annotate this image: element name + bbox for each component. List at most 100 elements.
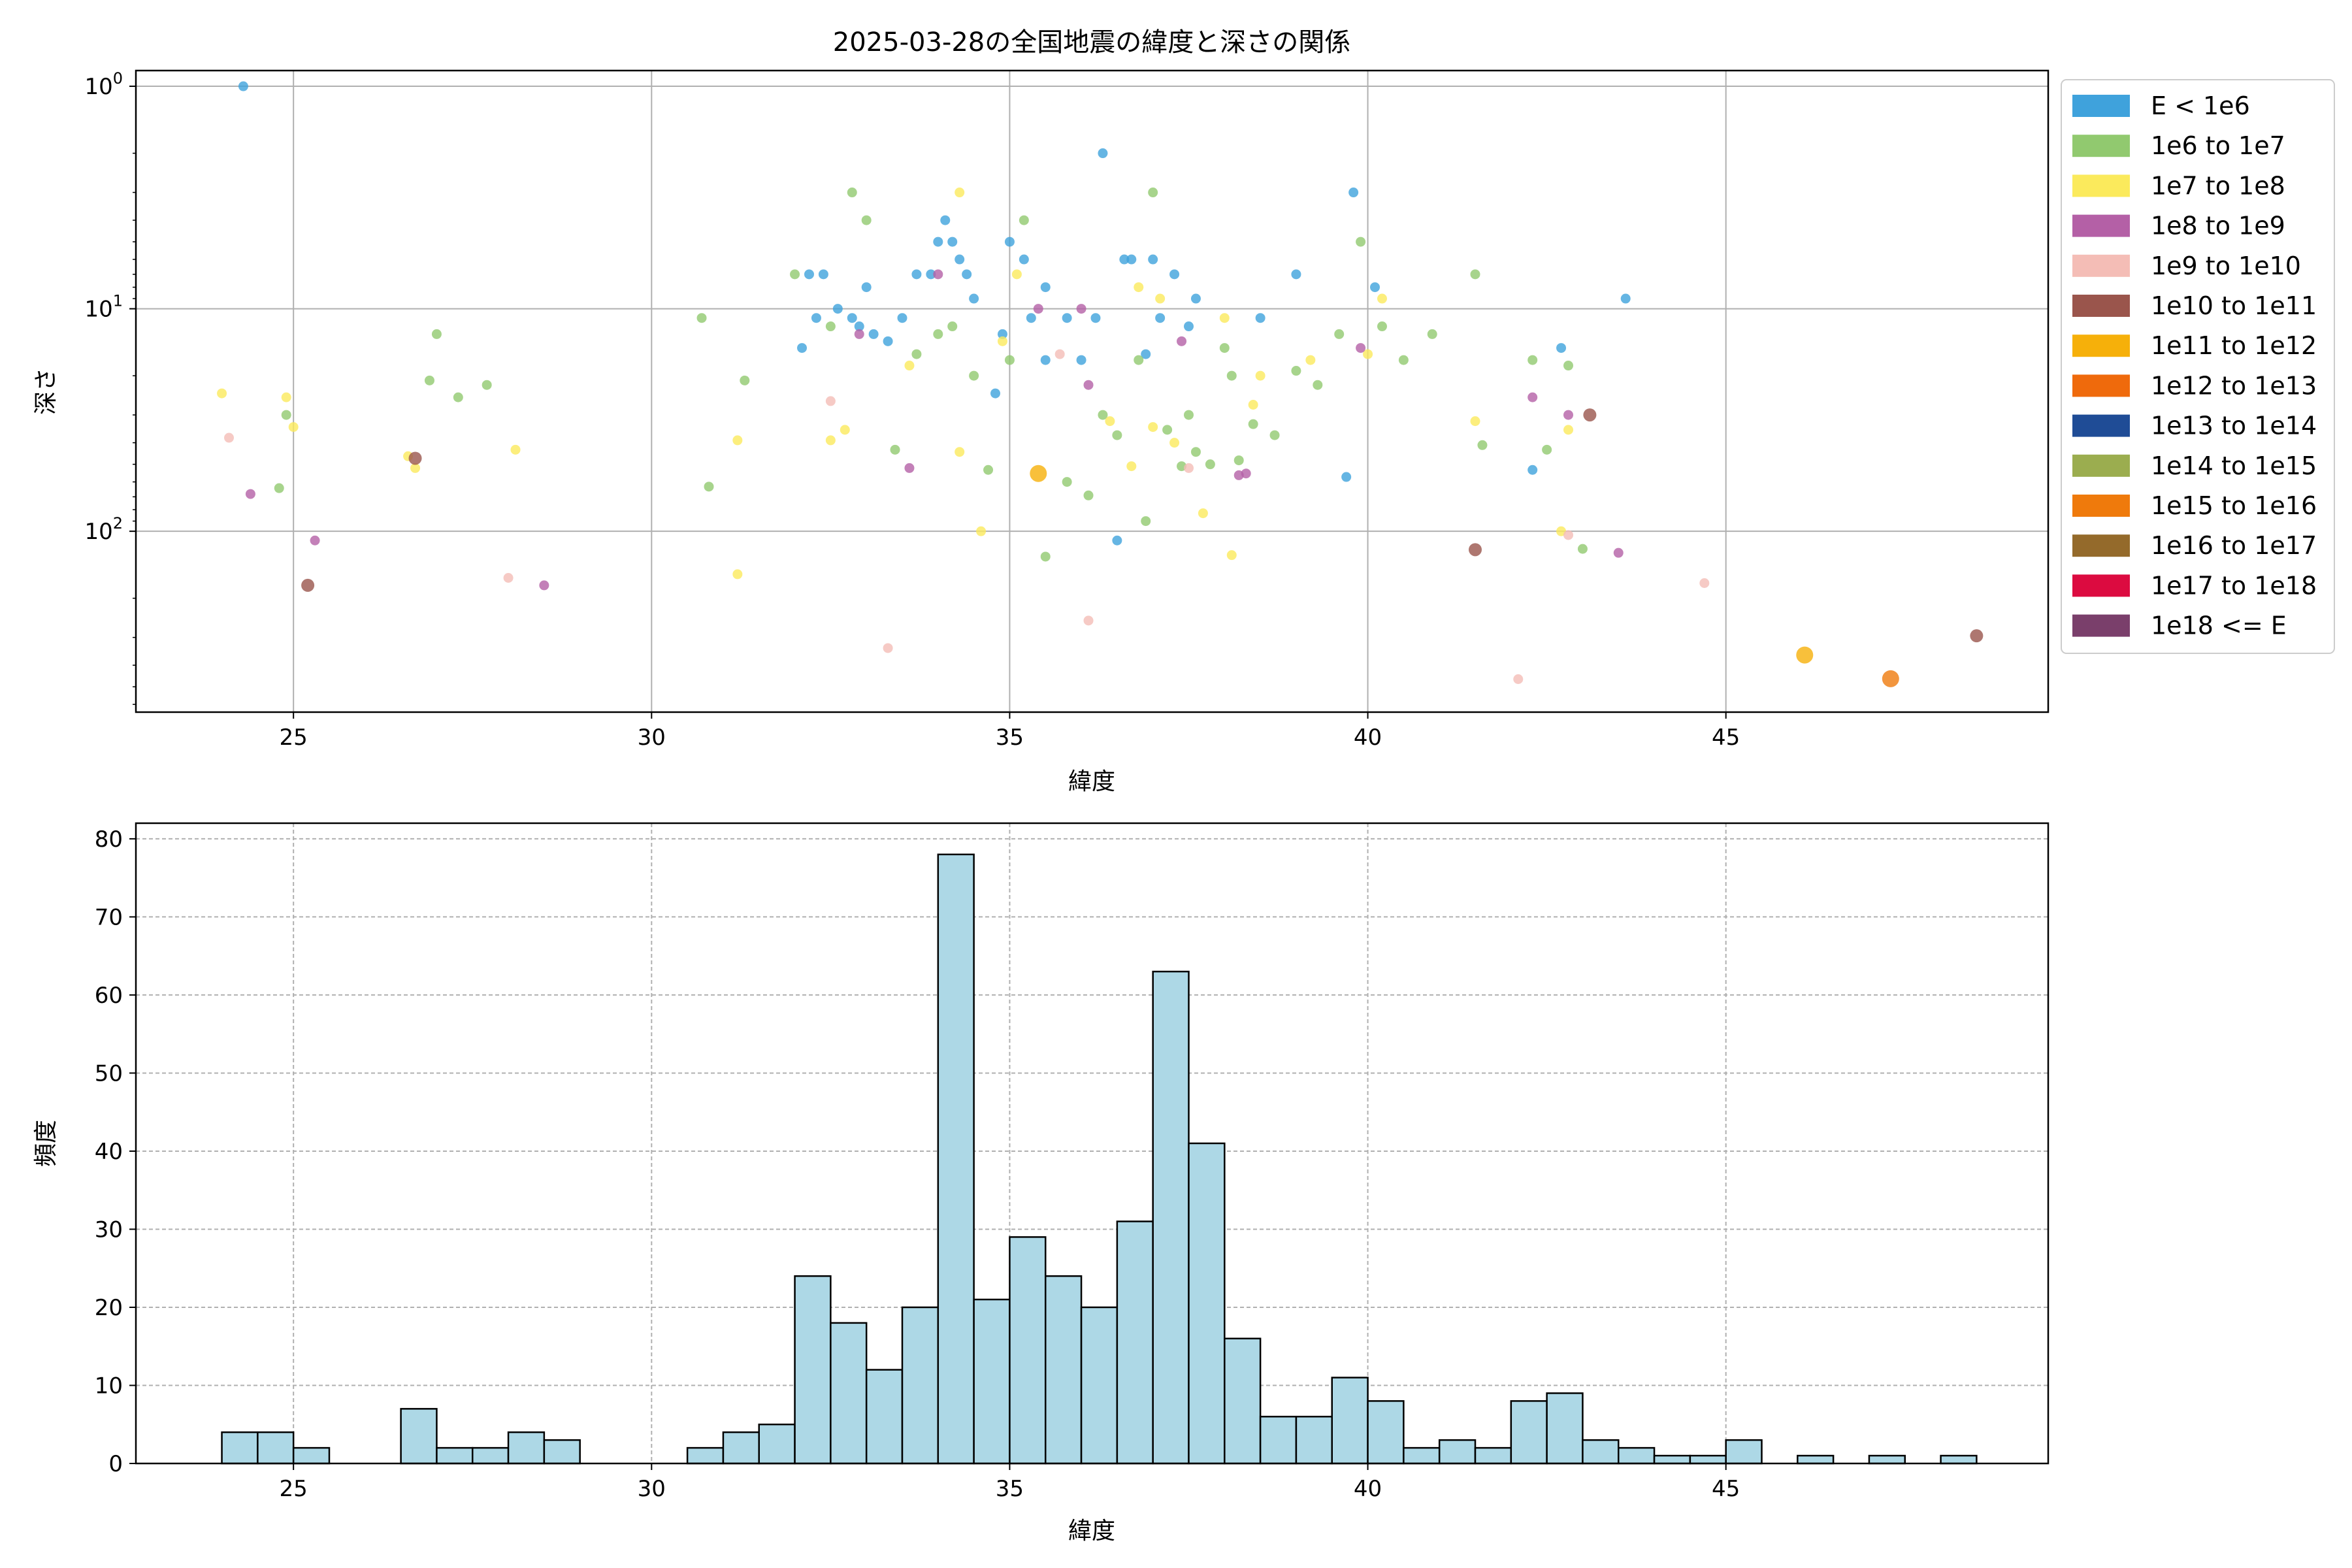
scatter-point xyxy=(1556,343,1567,353)
legend-swatch xyxy=(2072,534,2130,557)
scatter-point xyxy=(990,388,1001,399)
scatter-x-tick-label: 25 xyxy=(280,725,308,751)
scatter-point xyxy=(1513,674,1524,685)
scatter-point xyxy=(883,643,893,653)
scatter-point xyxy=(1468,543,1482,557)
histogram-bar xyxy=(1009,1236,1047,1465)
histogram-x-tick-label: 45 xyxy=(1712,1476,1740,1502)
histogram-bar xyxy=(1116,1220,1154,1465)
histogram-bar xyxy=(865,1369,904,1465)
scatter-point xyxy=(1141,349,1151,359)
scatter-point xyxy=(997,329,1007,339)
scatter-x-tick-label: 45 xyxy=(1712,725,1740,751)
scatter-point xyxy=(1563,425,1574,435)
scatter-point xyxy=(1190,293,1201,304)
histogram-bar xyxy=(507,1431,546,1465)
histogram-bar xyxy=(1510,1400,1548,1465)
scatter-point xyxy=(1026,313,1036,323)
scatter-point xyxy=(503,573,514,583)
histogram-bar xyxy=(257,1431,295,1465)
scatter-point xyxy=(1377,321,1387,332)
histogram-bar xyxy=(1367,1400,1405,1465)
histogram-bar xyxy=(1653,1454,1691,1465)
scatter-point xyxy=(1527,465,1538,475)
scatter-point xyxy=(832,304,843,314)
histogram-y-tick-label: 10 xyxy=(95,1373,123,1399)
scatter-point xyxy=(955,447,965,457)
scatter-point xyxy=(245,489,255,499)
scatter-point xyxy=(1019,254,1029,265)
scatter-x-tick-label: 40 xyxy=(1354,725,1382,751)
scatter-point xyxy=(1105,416,1115,427)
scatter-y-axis-label: 深さ xyxy=(33,368,59,415)
scatter-point xyxy=(1219,313,1230,323)
scatter-point xyxy=(861,215,872,225)
histogram-y-tick-label: 70 xyxy=(95,904,123,930)
histogram-bar xyxy=(830,1322,868,1465)
scatter-point xyxy=(1011,269,1022,280)
histogram-y-axis-label: 頻度 xyxy=(33,1120,59,1167)
scatter-y-tick-base: 10 xyxy=(84,297,112,323)
scatter-point xyxy=(883,336,893,346)
scatter-point xyxy=(983,465,994,475)
histogram-bar xyxy=(1868,1454,1906,1465)
scatter-point xyxy=(1062,477,1072,487)
scatter-point xyxy=(1563,361,1574,371)
scatter-point xyxy=(1226,550,1237,561)
scatter-point xyxy=(1205,459,1215,470)
legend-label: 1e9 to 1e10 xyxy=(2151,252,2301,280)
legend-label: 1e7 to 1e8 xyxy=(2151,171,2285,200)
scatter-point xyxy=(1527,392,1538,402)
scatter-point xyxy=(1030,465,1047,482)
scatter-point xyxy=(962,269,972,280)
legend-label: 1e8 to 1e9 xyxy=(2151,212,2285,240)
scatter-point xyxy=(1177,336,1187,346)
scatter-point xyxy=(1291,269,1301,280)
scatter-point xyxy=(861,282,872,293)
scatter-point xyxy=(911,269,922,280)
scatter-point xyxy=(1313,380,1323,390)
scatter-point xyxy=(1248,419,1258,429)
scatter-point xyxy=(1155,313,1166,323)
histogram-bar xyxy=(292,1446,331,1465)
scatter-point xyxy=(840,425,850,435)
histogram-bar xyxy=(1188,1142,1226,1465)
scatter-point xyxy=(1427,329,1437,339)
histogram-bar xyxy=(1438,1439,1477,1465)
histogram-bar xyxy=(1474,1446,1512,1465)
scatter-point xyxy=(1134,282,1144,293)
scatter-point xyxy=(1527,355,1538,365)
histogram-y-tick-label: 40 xyxy=(95,1139,123,1165)
scatter-point xyxy=(539,580,549,591)
legend-swatch xyxy=(2072,495,2130,517)
scatter-point xyxy=(1004,237,1015,247)
scatter-point xyxy=(482,380,492,390)
scatter-point xyxy=(825,321,836,332)
scatter-point xyxy=(804,269,814,280)
scatter-point xyxy=(1062,313,1072,323)
scatter-point xyxy=(1219,343,1230,353)
scatter-point xyxy=(1226,370,1237,381)
scatter-gridlines xyxy=(136,71,2048,712)
histogram-bar xyxy=(758,1423,796,1465)
scatter-points xyxy=(217,81,1984,687)
scatter-point xyxy=(1398,355,1409,365)
scatter-point xyxy=(1291,366,1301,376)
legend-label: 1e10 to 1e11 xyxy=(2151,291,2317,320)
scatter-y-tick-base: 10 xyxy=(84,74,112,100)
scatter-point xyxy=(1183,463,1194,473)
scatter-point xyxy=(1141,516,1151,527)
scatter-point xyxy=(1148,188,1158,198)
scatter-y-tick-exponent: 0 xyxy=(113,69,123,88)
legend-label: 1e16 to 1e17 xyxy=(2151,531,2317,560)
histogram-x-ticks: 25 30 35 40 45 xyxy=(280,1463,1740,1502)
scatter-point xyxy=(1126,254,1137,265)
histogram-bar xyxy=(1582,1439,1620,1465)
scatter-point xyxy=(1126,461,1137,472)
histogram-x-tick-label: 30 xyxy=(638,1476,666,1502)
scatter-y-tick-label: 100 xyxy=(84,69,123,100)
histogram-bar xyxy=(722,1431,760,1465)
scatter-point xyxy=(1970,629,1984,643)
scatter-point xyxy=(1255,370,1266,381)
scatter-point xyxy=(1613,547,1624,558)
